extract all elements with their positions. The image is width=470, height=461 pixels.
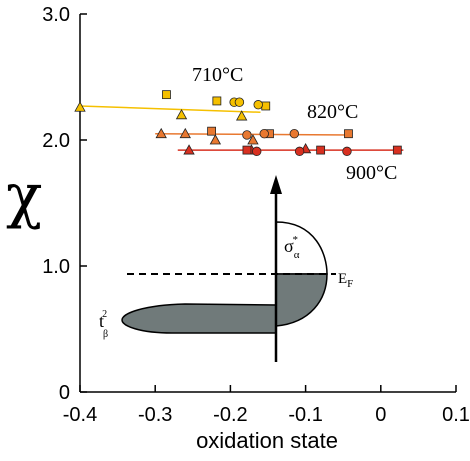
- x-axis-title: oxidation state: [196, 428, 338, 453]
- y-axis-title: χ: [6, 161, 42, 231]
- x-tick-label: -0.2: [213, 404, 247, 426]
- x-tick-label: -0.3: [138, 404, 172, 426]
- data-point-triangle: [155, 127, 167, 139]
- data-point-circle: [242, 130, 252, 140]
- x-ticks: -0.4 -0.3 -0.2 -0.1 0 0.1: [63, 385, 470, 426]
- data-point-triangle: [236, 110, 248, 121]
- data-point-circle: [259, 128, 269, 139]
- data-point-square: [207, 126, 217, 136]
- series-layer: [74, 90, 404, 157]
- fermi-level-label: EF: [338, 271, 353, 290]
- data-point-circle: [294, 146, 305, 157]
- data-point-triangle: [183, 144, 195, 155]
- fit-line-0: [79, 105, 261, 114]
- x-tick-label: -0.4: [63, 404, 97, 426]
- data-point-triangle: [209, 134, 222, 145]
- dos-inset: EF σα* tβ2: [99, 175, 353, 362]
- data-point-circle: [253, 100, 263, 110]
- y-tick-label: 3.0: [42, 4, 70, 26]
- data-point-circle: [289, 128, 300, 139]
- x-tick-label: 0.1: [442, 404, 470, 426]
- data-point-triangle: [74, 101, 86, 112]
- data-point-circle: [252, 146, 262, 157]
- data-point-square: [316, 145, 326, 155]
- x-tick-label: -0.1: [288, 404, 322, 426]
- t2g-label: tβ2: [99, 309, 108, 340]
- data-point-triangle: [175, 108, 188, 120]
- series-label-820: 820°C: [307, 101, 358, 123]
- data-point-square: [344, 129, 353, 139]
- data-point-circle: [342, 146, 352, 157]
- t2g-lobe: [121, 303, 277, 334]
- data-point-square: [212, 96, 222, 106]
- sigma-lobe-filled: [275, 273, 328, 327]
- data-point-square: [392, 145, 402, 155]
- data-point-square: [261, 101, 271, 111]
- y-tick-label: 2.0: [42, 130, 70, 152]
- data-point-square: [162, 90, 171, 100]
- series-label-710: 710°C: [192, 64, 243, 86]
- x-tick-label: 0: [375, 404, 386, 426]
- data-point-triangle: [179, 127, 191, 139]
- data-point-triangle: [247, 134, 259, 145]
- series-label-900: 900°C: [346, 162, 397, 184]
- y-tick-label: 1.0: [42, 256, 70, 278]
- energy-arrow-head: [270, 175, 282, 194]
- sigma-label: σα*: [284, 234, 300, 261]
- y-ticks: 0 1.0 2.0 3.0: [42, 4, 87, 404]
- data-point-circle: [234, 97, 245, 107]
- data-point-square: [242, 145, 252, 155]
- y-tick-label: 0: [59, 382, 70, 404]
